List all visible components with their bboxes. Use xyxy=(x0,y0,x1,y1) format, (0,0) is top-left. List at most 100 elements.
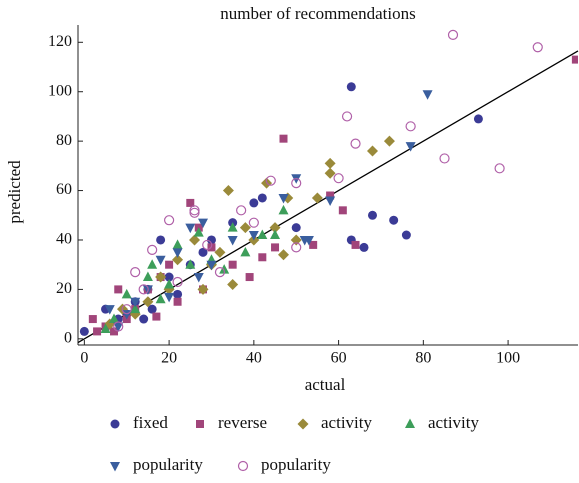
point xyxy=(186,198,195,207)
point xyxy=(338,206,347,215)
point xyxy=(189,205,200,216)
point xyxy=(202,239,213,251)
point xyxy=(121,288,132,299)
point xyxy=(278,193,289,204)
point xyxy=(172,248,183,258)
point xyxy=(206,260,217,271)
point xyxy=(278,204,289,215)
legend-label: reverse xyxy=(218,413,267,432)
y-tick-label: 20 xyxy=(56,280,72,297)
point xyxy=(245,273,254,282)
legend-marker xyxy=(405,418,415,428)
point xyxy=(214,267,226,278)
point xyxy=(257,229,268,240)
point xyxy=(291,242,302,253)
point xyxy=(333,173,344,184)
point xyxy=(193,227,204,237)
point xyxy=(359,242,369,252)
x-tick-label: 60 xyxy=(331,350,347,367)
point xyxy=(193,273,204,283)
point xyxy=(113,321,124,332)
point xyxy=(341,111,353,122)
point xyxy=(147,304,157,314)
point xyxy=(100,323,111,333)
point xyxy=(88,315,97,324)
point xyxy=(110,327,119,336)
legend-label: popularity xyxy=(261,455,331,474)
legend-label: fixed xyxy=(133,413,168,432)
point xyxy=(109,313,120,324)
y-tick-label: 0 xyxy=(64,329,72,346)
point xyxy=(248,231,259,241)
point xyxy=(139,314,149,324)
x-tick-label: 80 xyxy=(415,350,431,367)
point xyxy=(222,185,234,197)
point xyxy=(79,326,89,336)
point xyxy=(164,272,174,282)
y-tick-label: 60 xyxy=(56,181,72,198)
point xyxy=(290,234,302,246)
point xyxy=(197,283,209,295)
point xyxy=(270,229,281,240)
point xyxy=(240,246,251,257)
legend-label: activity xyxy=(428,413,479,432)
point xyxy=(473,114,483,124)
point xyxy=(367,210,377,220)
point xyxy=(206,235,216,245)
x-tick-label: 100 xyxy=(496,350,520,367)
point xyxy=(236,205,247,216)
point xyxy=(142,296,154,308)
point xyxy=(422,90,433,100)
y-tick-label: 100 xyxy=(48,82,72,99)
point xyxy=(93,327,102,336)
point xyxy=(164,278,175,289)
point xyxy=(164,215,175,226)
point xyxy=(155,293,166,304)
point xyxy=(239,222,251,234)
point xyxy=(351,240,360,249)
point xyxy=(269,222,281,234)
x-tick-label: 0 xyxy=(80,350,88,367)
point xyxy=(227,235,238,246)
point xyxy=(279,134,288,143)
x-axis-label: actual xyxy=(305,375,346,394)
y-tick-label: 40 xyxy=(56,231,72,248)
point xyxy=(172,276,183,288)
y-axis-label: predicted xyxy=(5,160,24,224)
point xyxy=(346,82,356,92)
point xyxy=(152,312,161,321)
point xyxy=(271,243,280,252)
point xyxy=(494,163,505,174)
point xyxy=(156,235,166,245)
legend-marker xyxy=(196,420,204,428)
point xyxy=(383,135,395,147)
point xyxy=(147,259,158,269)
x-tick-label: 20 xyxy=(161,350,177,367)
point xyxy=(248,217,259,228)
point xyxy=(291,223,301,233)
legend-marker xyxy=(110,419,120,429)
point xyxy=(258,253,267,262)
point xyxy=(278,249,290,261)
point xyxy=(104,305,115,315)
point xyxy=(227,278,239,290)
point xyxy=(257,193,267,203)
point xyxy=(130,267,141,278)
point xyxy=(155,271,167,283)
point xyxy=(173,289,183,299)
point xyxy=(401,230,411,240)
point xyxy=(324,157,336,169)
legend-marker xyxy=(110,462,120,472)
point xyxy=(130,297,141,308)
point xyxy=(164,292,175,303)
legend-label: popularity xyxy=(133,455,203,474)
point xyxy=(227,222,238,232)
point xyxy=(366,145,378,157)
point xyxy=(265,175,276,186)
point xyxy=(114,285,123,294)
point xyxy=(532,42,543,53)
point xyxy=(447,29,459,40)
point xyxy=(249,198,259,208)
point xyxy=(165,260,174,269)
point xyxy=(138,284,149,295)
